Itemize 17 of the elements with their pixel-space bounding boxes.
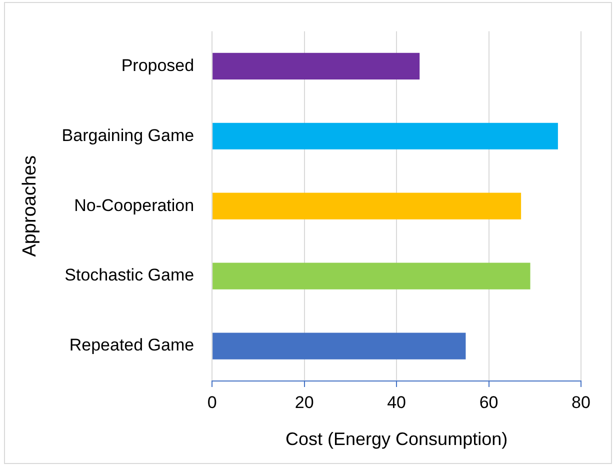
y-tick-label: Proposed bbox=[121, 56, 194, 75]
y-tick-label: Bargaining Game bbox=[62, 126, 194, 145]
x-tick-label: 80 bbox=[572, 392, 590, 412]
x-tick-label: 0 bbox=[207, 392, 217, 412]
y-tick-label: Stochastic Game bbox=[64, 266, 194, 285]
x-tick-label: 20 bbox=[294, 392, 314, 412]
y-tick-label: No-Cooperation bbox=[74, 196, 194, 215]
bar bbox=[212, 192, 522, 220]
x-tick-label: 40 bbox=[387, 392, 406, 412]
bar bbox=[212, 332, 466, 360]
x-tick-label: 60 bbox=[479, 392, 498, 412]
bar bbox=[212, 122, 558, 150]
y-axis-title: Approaches bbox=[20, 155, 41, 257]
bar bbox=[212, 52, 420, 80]
x-axis-title: Cost (Energy Consumption) bbox=[286, 429, 508, 450]
y-tick-label: Repeated Game bbox=[69, 336, 194, 355]
bar bbox=[212, 262, 530, 290]
